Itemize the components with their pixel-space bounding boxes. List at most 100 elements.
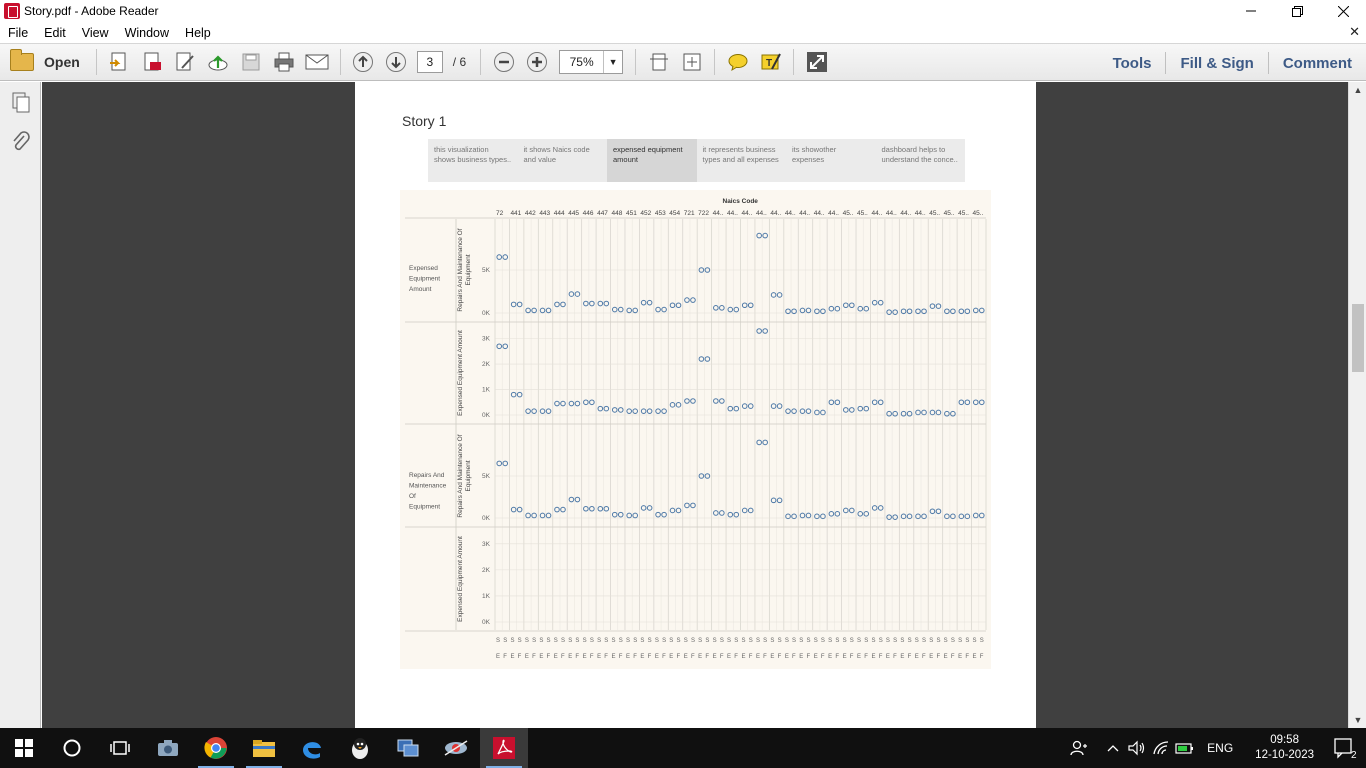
chevron-up-icon[interactable] <box>1101 728 1125 768</box>
tools-link[interactable]: Tools <box>1112 54 1152 72</box>
previous-page-button[interactable] <box>349 48 377 76</box>
axis-tick-label: 1K <box>482 387 491 394</box>
print-button[interactable] <box>270 48 298 76</box>
zoom-select[interactable]: 75% ▼ <box>559 50 624 74</box>
story-point[interactable]: it shows Naics code and value <box>523 145 590 164</box>
data-point <box>661 511 667 518</box>
page-thumbnails-button[interactable] <box>0 82 41 122</box>
save-button[interactable] <box>237 48 265 76</box>
next-page-button[interactable] <box>382 48 410 76</box>
data-point <box>828 511 835 517</box>
data-point <box>834 399 841 406</box>
footer-label: S <box>633 638 637 644</box>
create-pdf-button[interactable] <box>105 48 133 76</box>
data-point <box>502 343 509 350</box>
zoom-out-button[interactable] <box>490 48 518 76</box>
zoom-in-button[interactable] <box>523 48 551 76</box>
start-button[interactable] <box>0 728 48 768</box>
paperclip-icon <box>12 131 30 151</box>
story-navigator: this visualization shows business types.… <box>428 139 965 182</box>
chevron-down-icon[interactable]: ▼ <box>608 57 618 67</box>
data-point <box>502 254 509 260</box>
menu-view[interactable]: View <box>81 25 109 40</box>
email-icon <box>305 54 329 70</box>
search-button[interactable] <box>48 728 96 768</box>
task-view-button[interactable] <box>96 728 144 768</box>
language-indicator[interactable]: ENG <box>1207 741 1234 755</box>
file-explorer-app[interactable] <box>240 728 288 768</box>
export-pdf-button[interactable] <box>138 48 166 76</box>
close-window-button[interactable] <box>1320 0 1366 22</box>
page-number-input[interactable]: 3 <box>416 51 443 73</box>
upload-button[interactable] <box>204 48 232 76</box>
footer-label: E <box>742 654 746 660</box>
read-mode-button[interactable] <box>803 48 831 76</box>
battery-icon[interactable] <box>1173 728 1197 768</box>
fit-page-icon <box>649 53 668 71</box>
adobe-reader-app[interactable] <box>480 728 528 768</box>
data-point <box>611 306 618 313</box>
scroll-thumb[interactable] <box>1352 304 1364 372</box>
volume-icon[interactable] <box>1125 728 1149 768</box>
vertical-scrollbar[interactable]: ▲ ▼ <box>1348 82 1366 728</box>
menu-help[interactable]: Help <box>185 25 211 40</box>
open-button[interactable]: Open <box>10 47 90 77</box>
app-penguin[interactable] <box>336 728 384 768</box>
email-button[interactable] <box>303 48 331 76</box>
footer-label: S <box>778 638 782 644</box>
story-point[interactable]: it represents business types and all exp… <box>702 145 779 164</box>
story-point[interactable]: dashboard helps to understand the conce.… <box>881 145 958 164</box>
sticky-note-button[interactable] <box>724 48 752 76</box>
data-point <box>799 307 806 314</box>
data-point <box>669 302 676 309</box>
footer-label: F <box>590 654 594 660</box>
edge-app[interactable] <box>288 728 336 768</box>
data-point <box>560 301 566 308</box>
footer-label: S <box>619 638 623 644</box>
story-point-active[interactable]: expensed equipment amount <box>607 139 697 182</box>
cloud-upload-icon <box>208 55 228 71</box>
data-point <box>857 511 864 517</box>
fill-sign-link[interactable]: Fill & Sign <box>1180 54 1254 72</box>
menu-window[interactable]: Window <box>124 25 170 40</box>
story-point[interactable]: its showother expenses <box>792 145 837 164</box>
footer-label: E <box>568 654 572 660</box>
highlight-button[interactable]: T <box>757 48 785 76</box>
fit-page-button[interactable] <box>645 48 673 76</box>
attachments-button[interactable] <box>0 122 41 162</box>
comment-link[interactable]: Comment <box>1282 54 1352 72</box>
data-point <box>820 409 826 416</box>
menu-edit[interactable]: Edit <box>44 25 66 40</box>
camera-app[interactable] <box>144 728 192 768</box>
edit-pdf-button[interactable] <box>171 48 199 76</box>
data-point <box>525 307 531 314</box>
app-network[interactable] <box>384 728 432 768</box>
wifi-icon[interactable] <box>1149 728 1173 768</box>
story-point[interactable]: this visualization shows business types.… <box>434 145 512 164</box>
restore-button[interactable] <box>1274 0 1320 22</box>
footer-label: S <box>640 638 644 644</box>
footer-label: F <box>879 654 883 660</box>
clock[interactable]: 09:58 12-10-2023 <box>1243 733 1326 763</box>
footer-label: E <box>973 654 977 660</box>
notifications-icon[interactable]: 2 <box>1326 728 1366 768</box>
close-document-icon[interactable]: ✕ <box>1349 24 1360 39</box>
naics-code-label: 44.. <box>727 210 738 217</box>
data-point <box>554 506 560 513</box>
minimize-button[interactable] <box>1228 0 1274 22</box>
data-point <box>626 307 632 314</box>
data-point <box>640 408 647 414</box>
scroll-up-icon[interactable]: ▲ <box>1353 85 1363 95</box>
data-point <box>684 297 690 303</box>
fit-width-button[interactable] <box>678 48 706 76</box>
chrome-app[interactable] <box>192 728 240 768</box>
footer-label: E <box>915 654 919 660</box>
data-point <box>568 291 575 297</box>
footer-label: F <box>835 654 839 660</box>
menu-file[interactable]: File <box>8 25 29 40</box>
footer-label: S <box>857 638 861 644</box>
scroll-down-icon[interactable]: ▼ <box>1353 715 1363 725</box>
people-icon[interactable] <box>1067 728 1091 768</box>
app-satellite[interactable] <box>432 728 480 768</box>
document-area[interactable]: Story 1 this visualization shows busines… <box>42 82 1348 728</box>
